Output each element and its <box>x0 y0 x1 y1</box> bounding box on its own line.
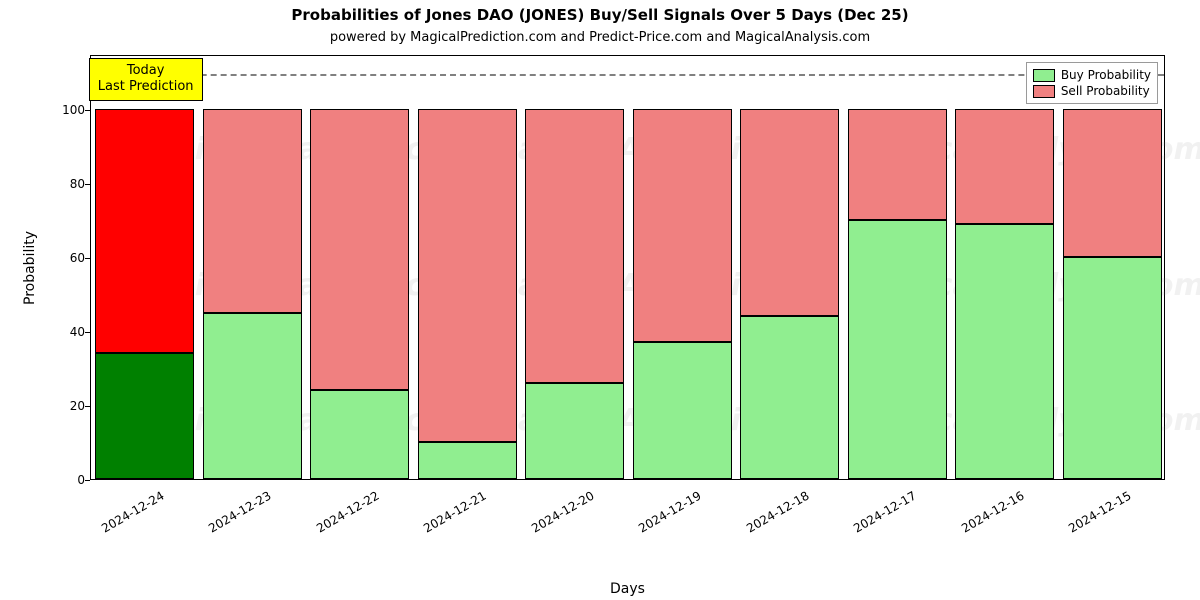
y-tick-label: 40 <box>55 325 85 339</box>
bar-group <box>955 54 1054 479</box>
bar-group <box>848 54 947 479</box>
sell-bar <box>740 109 839 316</box>
buy-bar <box>418 442 517 479</box>
bar-group <box>203 54 302 479</box>
y-tick-label: 60 <box>55 251 85 265</box>
annotation-line2: Last Prediction <box>98 79 194 95</box>
x-axis-label: Days <box>90 581 1165 597</box>
buy-bar <box>203 313 302 479</box>
sell-bar <box>1063 109 1162 257</box>
sell-bar <box>848 109 947 220</box>
plot-area: MagicalAnalysis.comMagicalAnalysis.comMa… <box>90 55 1165 480</box>
legend-item: Buy Probability <box>1033 67 1151 83</box>
bar-group <box>525 54 624 479</box>
y-tick-label: 0 <box>55 473 85 487</box>
y-tick-label: 80 <box>55 177 85 191</box>
buy-bar <box>955 224 1054 479</box>
sell-bar <box>95 109 194 353</box>
bar-group <box>418 54 517 479</box>
chart-container: Probabilities of Jones DAO (JONES) Buy/S… <box>0 0 1200 600</box>
bar-group <box>633 54 732 479</box>
buy-bar <box>633 342 732 479</box>
legend: Buy Probability Sell Probability <box>1026 62 1158 104</box>
bar-group <box>310 54 409 479</box>
chart-subtitle: powered by MagicalPrediction.com and Pre… <box>0 30 1200 45</box>
y-tick-label: 20 <box>55 399 85 413</box>
legend-swatch <box>1033 69 1055 82</box>
bar-group <box>740 54 839 479</box>
sell-bar <box>418 109 517 442</box>
bar-group <box>95 54 194 479</box>
buy-bar <box>848 220 947 479</box>
legend-swatch <box>1033 85 1055 98</box>
bar-group <box>1063 54 1162 479</box>
sell-bar <box>633 109 732 342</box>
sell-bar <box>203 109 302 312</box>
today-annotation: Today Last Prediction <box>89 58 203 101</box>
buy-bar <box>525 383 624 479</box>
sell-bar <box>525 109 624 382</box>
buy-bar <box>740 316 839 479</box>
buy-bar <box>95 353 194 479</box>
y-tick-label: 100 <box>55 103 85 117</box>
legend-item: Sell Probability <box>1033 83 1151 99</box>
buy-bar <box>310 390 409 479</box>
y-axis-label: Probability <box>20 55 40 480</box>
sell-bar <box>955 109 1054 224</box>
sell-bar <box>310 109 409 390</box>
chart-title: Probabilities of Jones DAO (JONES) Buy/S… <box>0 6 1200 24</box>
legend-label: Buy Probability <box>1061 68 1151 82</box>
legend-label: Sell Probability <box>1061 84 1150 98</box>
buy-bar <box>1063 257 1162 479</box>
annotation-line1: Today <box>98 63 194 79</box>
